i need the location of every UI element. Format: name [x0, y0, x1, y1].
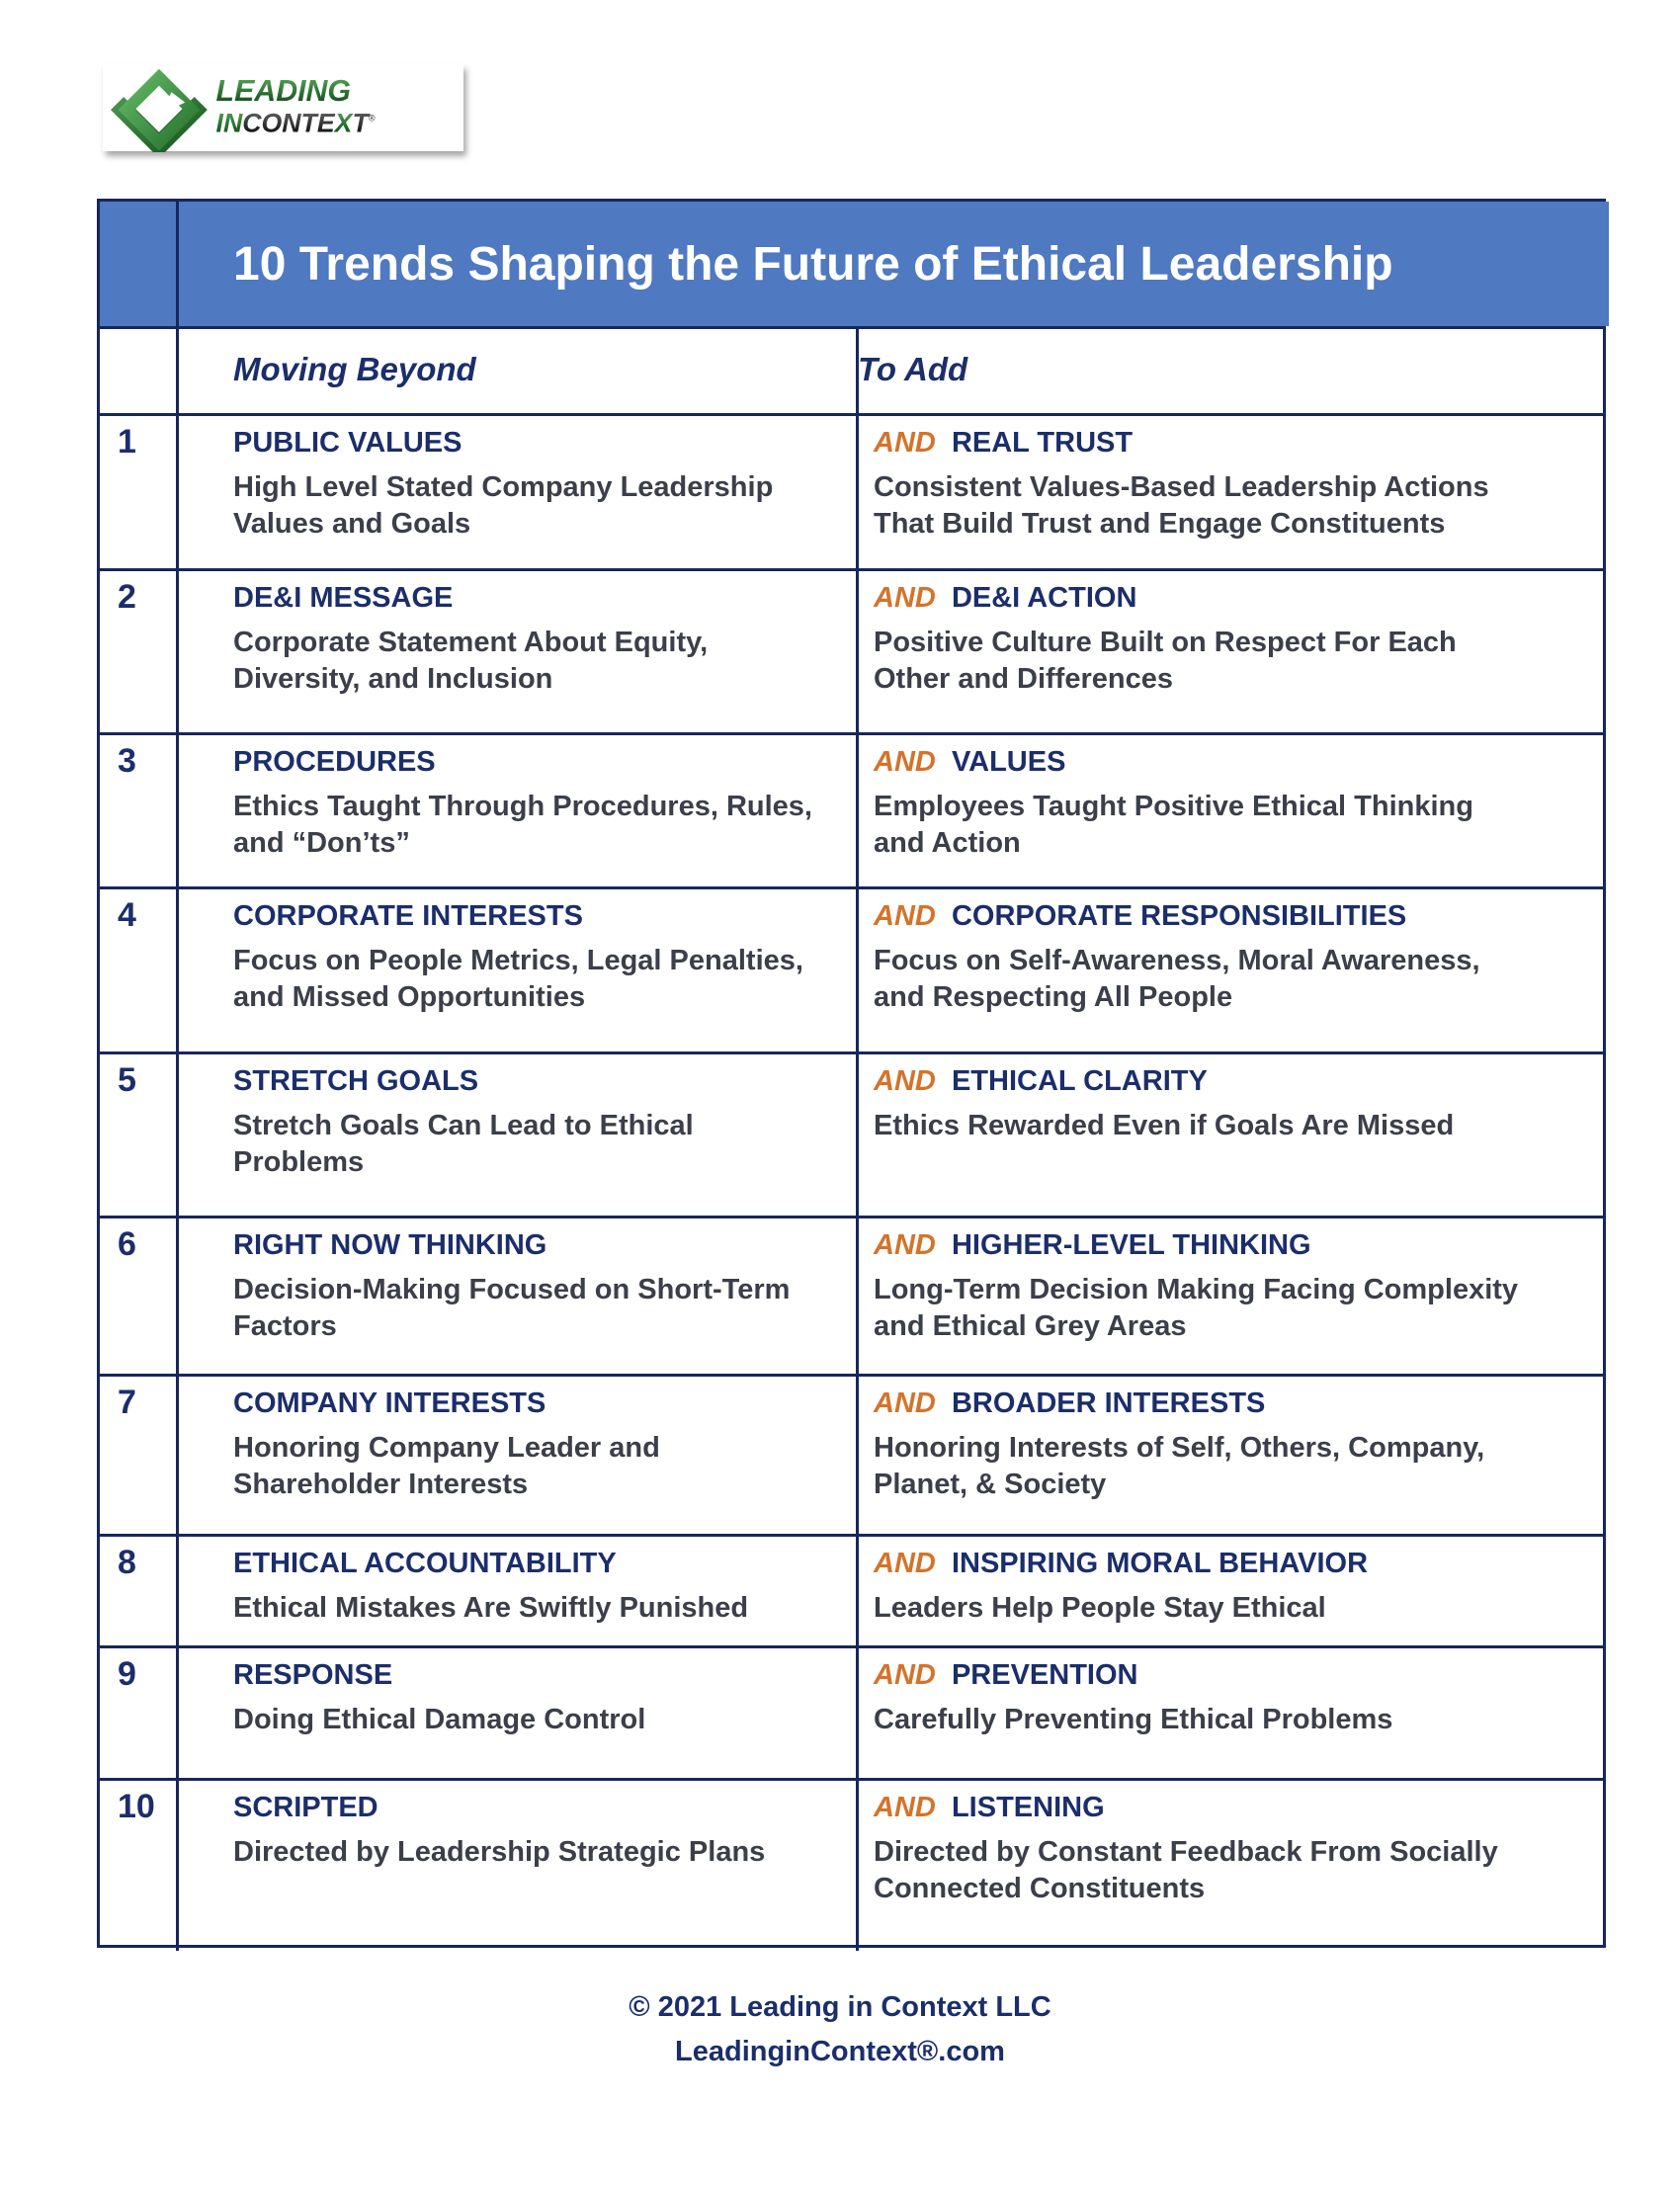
- svg-text:LEADING: LEADING: [216, 75, 351, 108]
- svg-text:INCONTEXT®: INCONTEXT®: [216, 108, 376, 137]
